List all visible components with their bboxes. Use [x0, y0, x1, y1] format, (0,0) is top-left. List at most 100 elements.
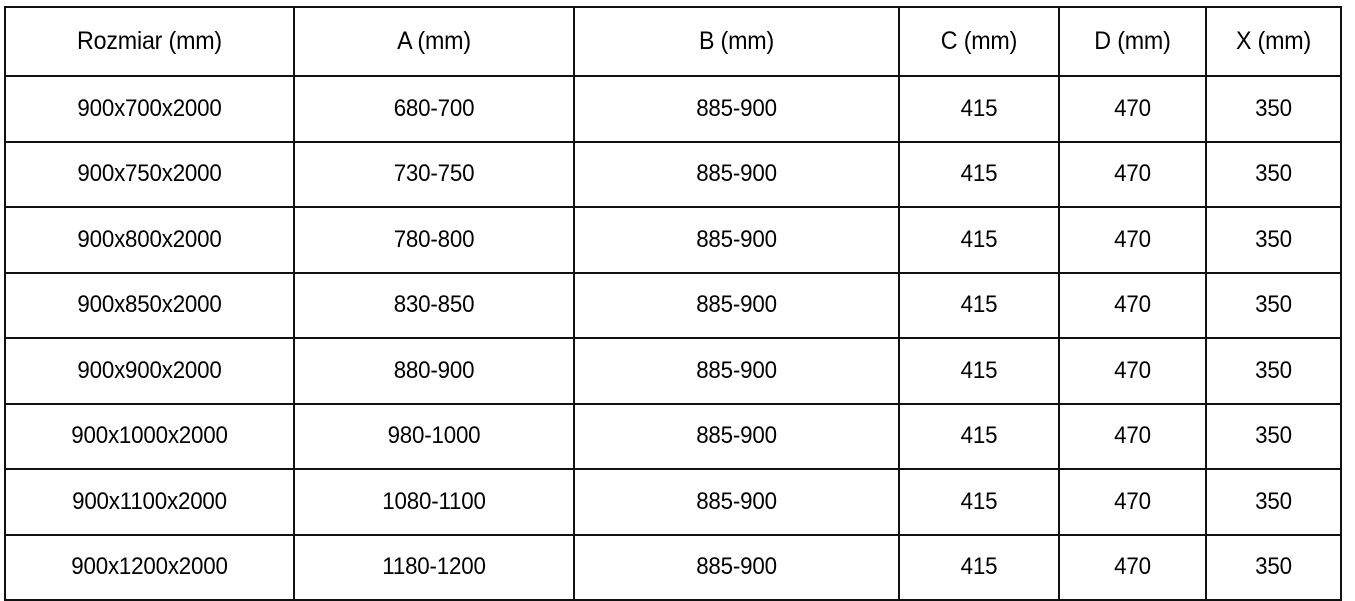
cell-rozmiar: 900x800x2000 — [4, 206, 295, 274]
cell-d: 470 — [1058, 140, 1207, 208]
cell-value: 885-900 — [696, 291, 777, 319]
column-header-rozmiar-label: Rozmiar (mm) — [76, 27, 222, 55]
cell-c: 415 — [898, 75, 1060, 143]
table-row: 900x750x2000 730-750 885-900 415 470 350 — [4, 140, 1342, 208]
cell-value: 350 — [1255, 487, 1292, 515]
cell-x: 350 — [1205, 140, 1342, 208]
column-header-a: A (mm) — [293, 6, 575, 77]
table-row: 900x800x2000 780-800 885-900 415 470 350 — [4, 206, 1342, 274]
table-row: 900x1100x2000 1080-1100 885-900 415 470 … — [4, 468, 1342, 536]
cell-value: 415 — [960, 160, 998, 188]
cell-b: 885-900 — [573, 206, 900, 274]
cell-value: 415 — [960, 225, 998, 253]
cell-x: 350 — [1205, 533, 1342, 601]
cell-value: 470 — [1114, 422, 1151, 450]
cell-value: 900x1200x2000 — [71, 553, 228, 581]
cell-value: 470 — [1114, 94, 1151, 122]
cell-c: 415 — [898, 140, 1060, 208]
cell-rozmiar: 900x750x2000 — [4, 140, 295, 208]
cell-x: 350 — [1205, 271, 1342, 339]
cell-value: 900x900x2000 — [77, 356, 222, 384]
cell-x: 350 — [1205, 75, 1342, 143]
cell-value: 730-750 — [393, 160, 475, 188]
cell-d: 470 — [1058, 533, 1207, 601]
cell-rozmiar: 900x850x2000 — [4, 271, 295, 339]
cell-value: 880-900 — [393, 356, 475, 384]
cell-a: 980-1000 — [293, 402, 575, 470]
cell-value: 980-1000 — [387, 422, 481, 450]
cell-b: 885-900 — [573, 140, 900, 208]
cell-value: 1080-1100 — [382, 487, 486, 515]
cell-value: 1180-1200 — [382, 553, 486, 581]
column-header-d: D (mm) — [1058, 6, 1207, 77]
cell-value: 470 — [1114, 160, 1151, 188]
cell-value: 900x1100x2000 — [72, 487, 227, 515]
table-header: Rozmiar (mm) A (mm) B (mm) C (mm) D (mm)… — [4, 6, 1342, 77]
cell-value: 900x700x2000 — [77, 94, 222, 122]
cell-rozmiar: 900x700x2000 — [4, 75, 295, 143]
cell-a: 1180-1200 — [293, 533, 575, 601]
cell-value: 415 — [960, 422, 998, 450]
table-row: 900x700x2000 680-700 885-900 415 470 350 — [4, 75, 1342, 143]
cell-value: 415 — [960, 94, 998, 122]
cell-c: 415 — [898, 533, 1060, 601]
cell-x: 350 — [1205, 402, 1342, 470]
cell-a: 780-800 — [293, 206, 575, 274]
cell-value: 885-900 — [696, 160, 777, 188]
cell-value: 350 — [1255, 356, 1292, 384]
cell-value: 415 — [960, 487, 998, 515]
cell-b: 885-900 — [573, 533, 900, 601]
column-header-b-label: B (mm) — [698, 27, 775, 55]
column-header-x-label: X (mm) — [1235, 27, 1312, 55]
cell-d: 470 — [1058, 337, 1207, 405]
cell-value: 900x850x2000 — [77, 291, 222, 319]
cell-value: 350 — [1255, 225, 1292, 253]
cell-c: 415 — [898, 206, 1060, 274]
cell-value: 885-900 — [696, 225, 777, 253]
cell-a: 830-850 — [293, 271, 575, 339]
cell-value: 470 — [1114, 487, 1151, 515]
cell-value: 415 — [960, 356, 998, 384]
cell-value: 885-900 — [696, 94, 777, 122]
table-body: 900x700x2000 680-700 885-900 415 470 350… — [4, 75, 1342, 601]
cell-d: 470 — [1058, 468, 1207, 536]
table-row: 900x1200x2000 1180-1200 885-900 415 470 … — [4, 533, 1342, 601]
column-header-d-label: D (mm) — [1094, 27, 1171, 55]
dimensions-table: Rozmiar (mm) A (mm) B (mm) C (mm) D (mm)… — [4, 6, 1342, 601]
cell-a: 880-900 — [293, 337, 575, 405]
cell-value: 900x1000x2000 — [71, 422, 228, 450]
cell-value: 415 — [960, 291, 998, 319]
cell-value: 470 — [1114, 553, 1151, 581]
column-header-a-label: A (mm) — [397, 27, 471, 55]
cell-value: 350 — [1255, 291, 1292, 319]
cell-a: 730-750 — [293, 140, 575, 208]
cell-b: 885-900 — [573, 402, 900, 470]
table-row: 900x850x2000 830-850 885-900 415 470 350 — [4, 271, 1342, 339]
cell-b: 885-900 — [573, 337, 900, 405]
cell-b: 885-900 — [573, 468, 900, 536]
cell-rozmiar: 900x1000x2000 — [4, 402, 295, 470]
dimensions-table-container: Rozmiar (mm) A (mm) B (mm) C (mm) D (mm)… — [4, 6, 1342, 601]
cell-value: 680-700 — [393, 94, 475, 122]
table-row: 900x900x2000 880-900 885-900 415 470 350 — [4, 337, 1342, 405]
cell-rozmiar: 900x900x2000 — [4, 337, 295, 405]
cell-value: 885-900 — [696, 422, 777, 450]
cell-value: 900x800x2000 — [77, 225, 222, 253]
cell-value: 470 — [1114, 225, 1151, 253]
cell-x: 350 — [1205, 468, 1342, 536]
cell-c: 415 — [898, 402, 1060, 470]
cell-d: 470 — [1058, 206, 1207, 274]
column-header-rozmiar: Rozmiar (mm) — [4, 6, 295, 77]
cell-rozmiar: 900x1100x2000 — [4, 468, 295, 536]
cell-value: 470 — [1114, 356, 1151, 384]
cell-value: 830-850 — [393, 291, 475, 319]
cell-x: 350 — [1205, 206, 1342, 274]
cell-a: 680-700 — [293, 75, 575, 143]
cell-d: 470 — [1058, 75, 1207, 143]
cell-c: 415 — [898, 468, 1060, 536]
cell-value: 885-900 — [696, 356, 777, 384]
column-header-b: B (mm) — [573, 6, 900, 77]
cell-b: 885-900 — [573, 271, 900, 339]
cell-value: 470 — [1114, 291, 1151, 319]
cell-value: 415 — [960, 553, 998, 581]
